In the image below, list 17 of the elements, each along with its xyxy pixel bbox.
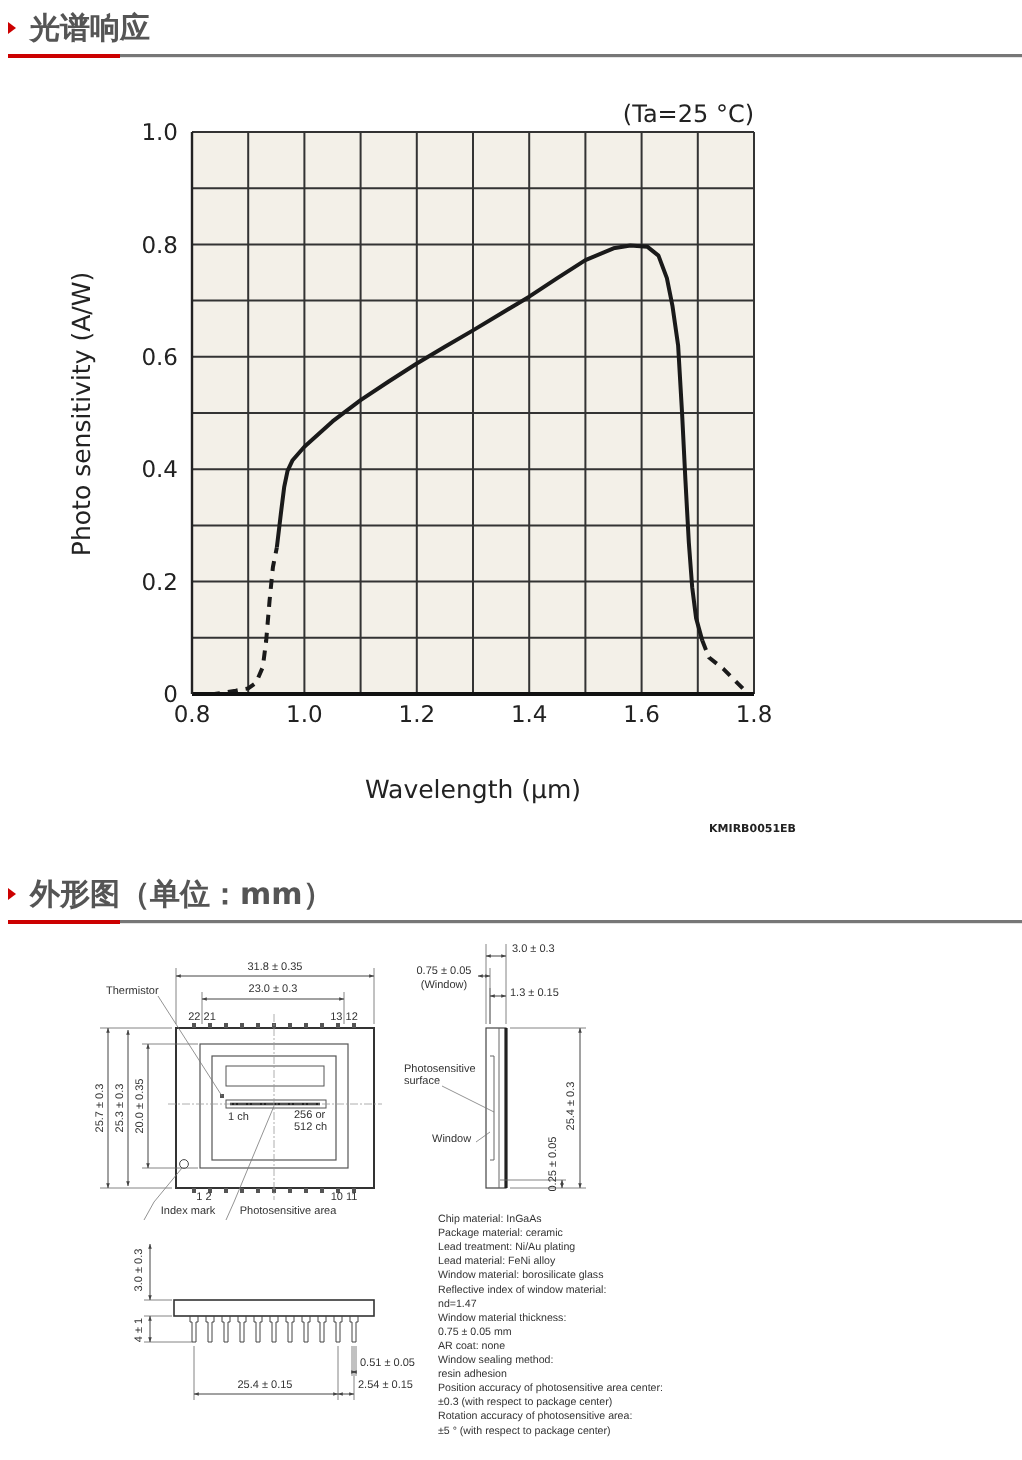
y-tick-label: 0.6 — [141, 342, 178, 371]
y-tick-label: 0.8 — [141, 230, 178, 259]
x-tick-label: 0.8 — [173, 700, 211, 729]
x-tick-label: 1.4 — [510, 700, 548, 729]
y-axis-title: Photo sensitivity (A/W) — [65, 271, 95, 557]
y-tick-label: 0 — [163, 680, 178, 709]
x-tick-label: 1.8 — [735, 700, 773, 729]
x-tick-label: 1.0 — [286, 700, 323, 729]
chart-title: 光谱响应 — [28, 10, 150, 46]
x-axis-title: Wavelength (μm) — [364, 773, 582, 803]
x-tick-label: 1.2 — [398, 700, 436, 729]
y-tick-label: 1.0 — [141, 118, 178, 147]
y-tick-label: 0.4 — [141, 455, 178, 484]
x-tick-label: 1.6 — [623, 700, 660, 729]
text: (Ta=25 °C) — [622, 100, 754, 128]
y-tick-label: 0.2 — [141, 567, 178, 596]
text: 外形图（单位：mm） — [28, 876, 333, 912]
